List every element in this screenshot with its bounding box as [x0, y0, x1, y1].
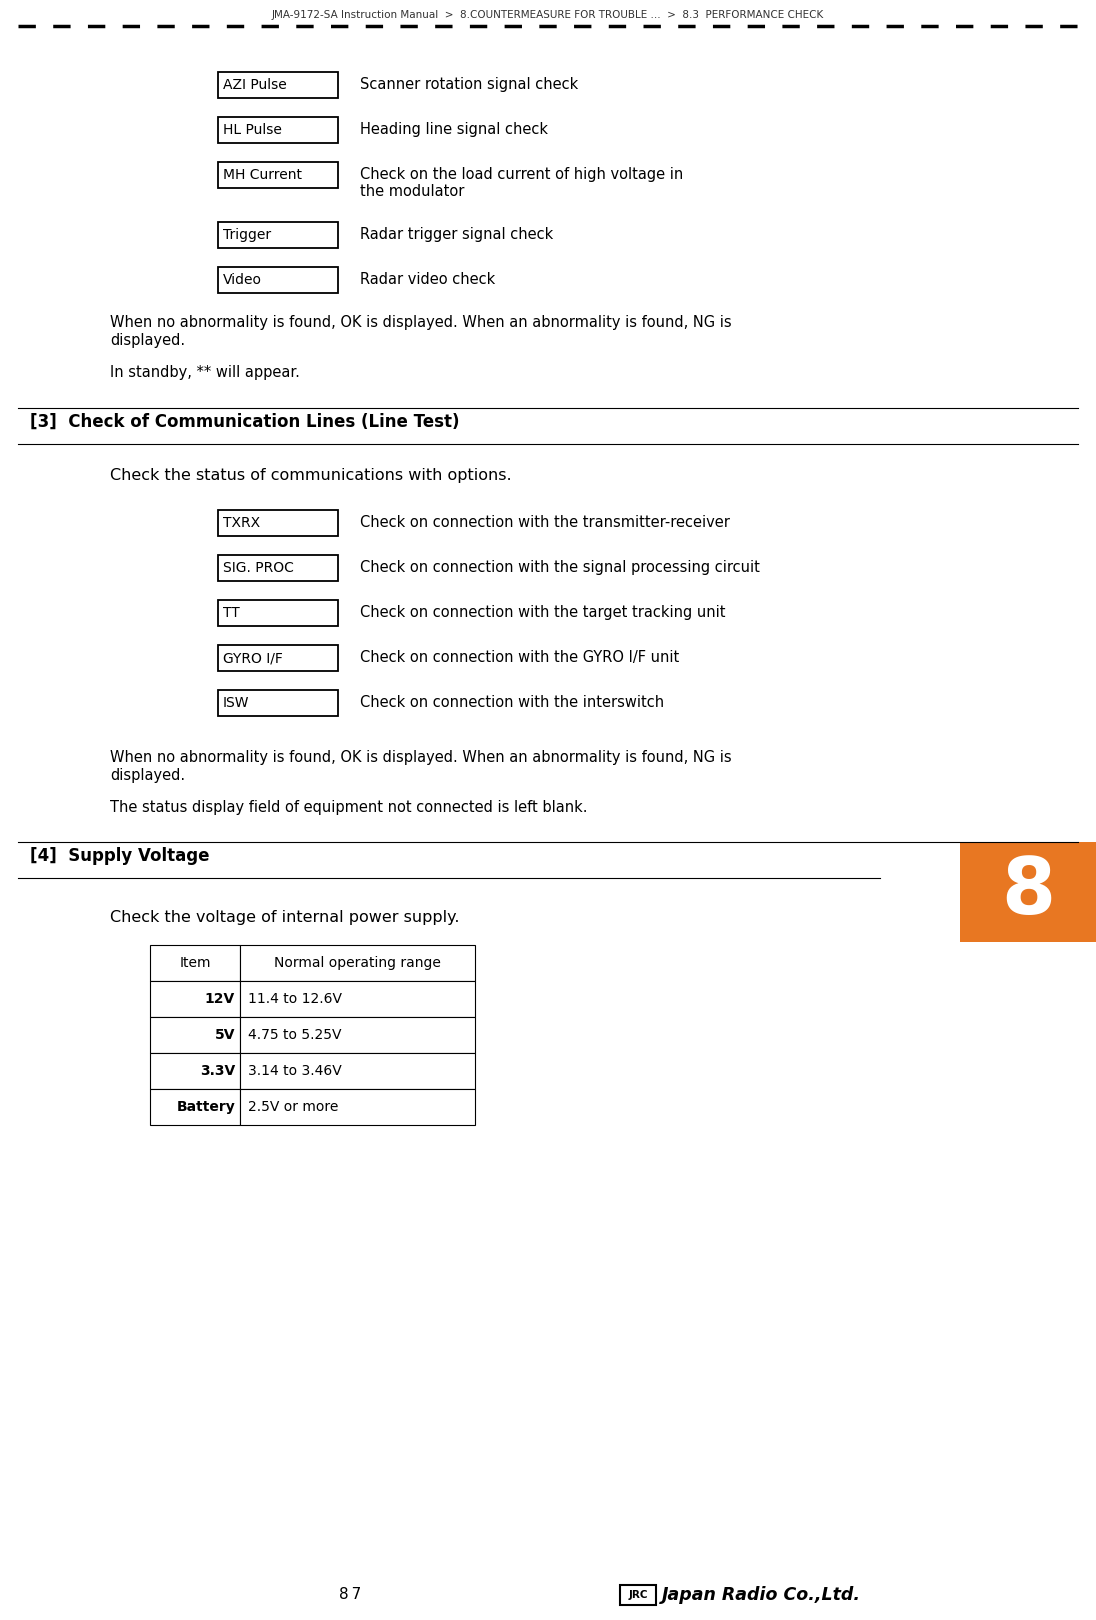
- Text: The status display field of equipment not connected is left blank.: The status display field of equipment no…: [110, 800, 587, 815]
- Text: JMA-9172-SA Instruction Manual  >  8.COUNTERMEASURE FOR TROUBLE ...  >  8.3  PER: JMA-9172-SA Instruction Manual > 8.COUNT…: [272, 10, 824, 19]
- Text: Check on the load current of high voltage in: Check on the load current of high voltag…: [359, 167, 683, 181]
- Bar: [218, 267, 338, 293]
- Text: SIG. PROC: SIG. PROC: [222, 561, 294, 575]
- Text: MH Current: MH Current: [222, 168, 302, 181]
- Text: Check on connection with the target tracking unit: Check on connection with the target trac…: [359, 604, 726, 620]
- Bar: [960, 842, 1096, 941]
- Bar: [218, 556, 338, 582]
- Text: 12V: 12V: [205, 991, 235, 1006]
- Text: 2.5V or more: 2.5V or more: [248, 1100, 339, 1115]
- Text: When no abnormality is found, OK is displayed. When an abnormality is found, NG : When no abnormality is found, OK is disp…: [110, 750, 732, 765]
- Text: AZI Pulse: AZI Pulse: [222, 78, 287, 92]
- Text: Scanner rotation signal check: Scanner rotation signal check: [359, 78, 579, 92]
- Bar: [240, 1089, 475, 1124]
- Text: Check on connection with the signal processing circuit: Check on connection with the signal proc…: [359, 561, 760, 575]
- Bar: [218, 117, 338, 143]
- Text: 3.14 to 3.46V: 3.14 to 3.46V: [248, 1064, 342, 1077]
- Bar: [150, 1017, 240, 1053]
- Text: GYRO I/F: GYRO I/F: [222, 651, 283, 664]
- Text: [4]  Supply Voltage: [4] Supply Voltage: [30, 847, 209, 865]
- Bar: [240, 1017, 475, 1053]
- Text: Check the voltage of internal power supply.: Check the voltage of internal power supp…: [110, 910, 459, 925]
- Text: 5V: 5V: [215, 1029, 235, 1042]
- Text: Video: Video: [222, 274, 262, 287]
- Text: Check on connection with the GYRO I/F unit: Check on connection with the GYRO I/F un…: [359, 650, 680, 664]
- Bar: [218, 71, 338, 97]
- Bar: [240, 982, 475, 1017]
- Text: 8: 8: [1001, 854, 1055, 930]
- Text: ISW: ISW: [222, 697, 250, 710]
- Text: JRC: JRC: [628, 1589, 648, 1601]
- Bar: [150, 982, 240, 1017]
- Text: Normal operating range: Normal operating range: [274, 956, 441, 970]
- Bar: [218, 599, 338, 625]
- Text: TT: TT: [222, 606, 240, 620]
- Text: 11.4 to 12.6V: 11.4 to 12.6V: [248, 991, 342, 1006]
- Text: 4.75 to 5.25V: 4.75 to 5.25V: [248, 1029, 342, 1042]
- Bar: [150, 1089, 240, 1124]
- Text: Item: Item: [180, 956, 210, 970]
- Bar: [240, 1053, 475, 1089]
- Bar: [218, 162, 338, 188]
- Bar: [150, 944, 240, 982]
- Bar: [620, 1584, 657, 1605]
- Text: Heading line signal check: Heading line signal check: [359, 122, 548, 138]
- Bar: [218, 690, 338, 716]
- Text: In standby, ** will appear.: In standby, ** will appear.: [110, 364, 300, 381]
- Text: Radar trigger signal check: Radar trigger signal check: [359, 227, 553, 241]
- Text: HL Pulse: HL Pulse: [222, 123, 282, 138]
- Text: 8 7: 8 7: [339, 1588, 361, 1602]
- Text: Check on connection with the transmitter-receiver: Check on connection with the transmitter…: [359, 515, 730, 530]
- Text: Check the status of communications with options.: Check the status of communications with …: [110, 468, 512, 483]
- Bar: [218, 510, 338, 536]
- Bar: [218, 222, 338, 248]
- Text: When no abnormality is found, OK is displayed. When an abnormality is found, NG : When no abnormality is found, OK is disp…: [110, 314, 732, 330]
- Bar: [218, 645, 338, 671]
- Text: displayed.: displayed.: [110, 334, 185, 348]
- Text: Battery: Battery: [176, 1100, 235, 1115]
- Text: Trigger: Trigger: [222, 228, 271, 241]
- Text: Check on connection with the interswitch: Check on connection with the interswitch: [359, 695, 664, 710]
- Text: Radar video check: Radar video check: [359, 272, 495, 287]
- Text: 3.3V: 3.3V: [199, 1064, 235, 1077]
- Text: TXRX: TXRX: [222, 517, 260, 530]
- Text: displayed.: displayed.: [110, 768, 185, 782]
- Text: the modulator: the modulator: [359, 185, 465, 199]
- Text: [3]  Check of Communication Lines (Line Test): [3] Check of Communication Lines (Line T…: [30, 413, 459, 431]
- Bar: [240, 944, 475, 982]
- Bar: [150, 1053, 240, 1089]
- Text: Japan Radio Co.,Ltd.: Japan Radio Co.,Ltd.: [662, 1586, 861, 1604]
